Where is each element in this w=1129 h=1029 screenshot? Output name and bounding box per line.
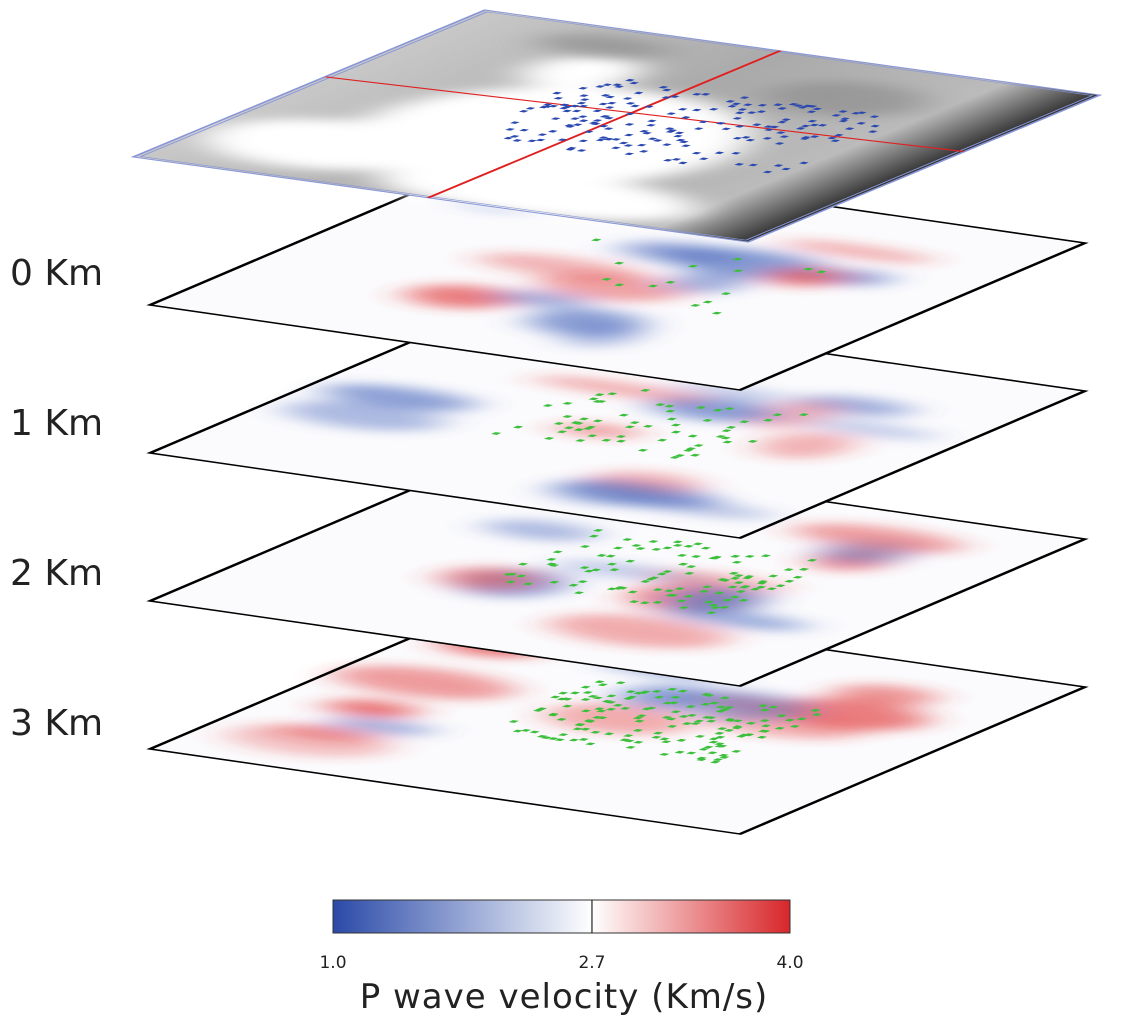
figure: 3 Km 2 Km 1 Km 0 Km 1.0 2.7 4.0 P wave veloci…: [0, 0, 1129, 1029]
surface-map: [126, 10, 1100, 245]
colorbar-tick-label: 1.0: [319, 953, 346, 973]
colorbar-bar: [333, 900, 790, 933]
layer-label: 1 Km: [10, 403, 103, 444]
layer-labels: 3 Km 2 Km 1 Km 0 Km: [10, 253, 103, 744]
layer-label: 0 Km: [10, 253, 103, 294]
layer-label: 2 Km: [10, 553, 103, 594]
colorbar-tick-label: 4.0: [776, 953, 803, 973]
colorbar: 1.0 2.7 4.0: [319, 900, 803, 973]
colorbar-tick-label: 2.7: [578, 953, 605, 973]
layer-label: 3 Km: [10, 703, 103, 744]
colorbar-title: P wave velocity (Km/s): [360, 977, 769, 1017]
slices: [150, 158, 1085, 834]
